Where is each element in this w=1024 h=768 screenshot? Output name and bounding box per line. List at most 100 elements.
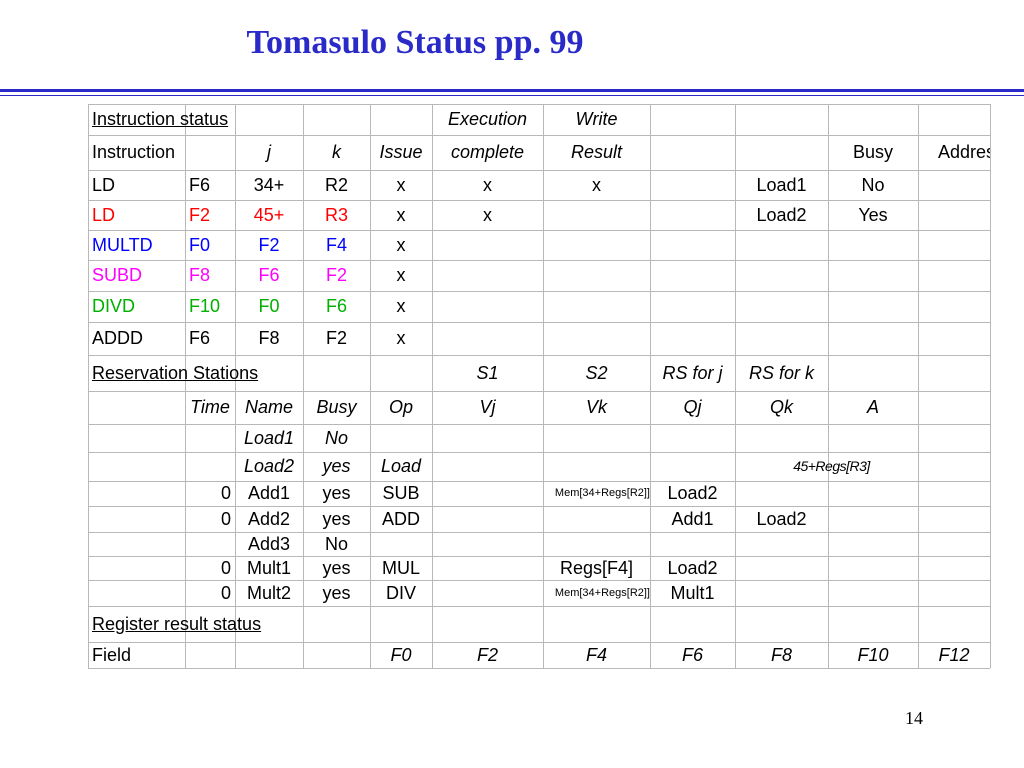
qj-header: Qj xyxy=(683,397,702,417)
instruction-dest: F0 xyxy=(189,235,211,255)
rs-qj: Add1 xyxy=(671,509,714,529)
rs-a xyxy=(828,506,918,532)
instruction-unit: Load2 xyxy=(756,205,807,225)
instruction-issue: x xyxy=(396,328,406,348)
register-f0: F0 xyxy=(390,645,412,665)
instruction-j: F2 xyxy=(258,235,280,255)
instruction-op: ADDD xyxy=(92,328,144,348)
rs-busy: yes xyxy=(322,483,351,503)
rs-name: Load1 xyxy=(243,428,295,448)
instruction-header: Instruction xyxy=(92,142,176,162)
rs-vk xyxy=(543,424,650,452)
rs-qj: Mult1 xyxy=(670,583,715,603)
table-hline xyxy=(88,506,990,507)
rs-qk xyxy=(735,556,828,580)
rs-qk xyxy=(735,481,828,506)
instruction-complete xyxy=(432,291,543,322)
instruction-result xyxy=(543,200,650,230)
instruction-issue: x xyxy=(396,175,406,195)
rs-time: 0 xyxy=(220,483,231,503)
instruction-busy xyxy=(828,260,918,291)
issue-header: Issue xyxy=(379,142,423,162)
table-hline xyxy=(88,556,990,557)
rs-qk: Load2 xyxy=(756,509,807,529)
busy-header: Busy xyxy=(852,142,894,162)
rs-vk: Regs[F4] xyxy=(559,558,634,578)
rs-time: 0 xyxy=(220,583,231,603)
rs-a xyxy=(828,580,918,606)
rs-busy: No xyxy=(324,534,348,554)
rs-vj xyxy=(432,532,543,556)
address-header: Address xyxy=(938,142,990,162)
rs-vj xyxy=(432,556,543,580)
table-hline xyxy=(88,355,990,356)
table-vline xyxy=(303,104,304,668)
table-hline xyxy=(88,291,990,292)
rs-busy-header: Busy xyxy=(316,397,357,417)
instruction-k: F6 xyxy=(325,296,347,316)
instruction-busy xyxy=(828,230,918,260)
time-header: Time xyxy=(190,397,230,417)
table-hline xyxy=(88,170,990,171)
rs-name: Mult1 xyxy=(246,558,291,578)
rs-qj xyxy=(650,424,735,452)
rs-qj xyxy=(650,532,735,556)
rs-op: DIV xyxy=(385,583,416,603)
rs-time xyxy=(185,452,235,481)
instruction-j: F0 xyxy=(258,296,280,316)
reservation-stations-heading: Reservation Stations xyxy=(92,363,259,383)
register-f12: F12 xyxy=(938,645,970,665)
instruction-result xyxy=(543,230,650,260)
rs-vk: Mem[34+Regs[R2]] xyxy=(554,587,650,599)
instruction-j: 34+ xyxy=(253,175,285,195)
rs-op xyxy=(370,532,432,556)
table-hline xyxy=(88,391,990,392)
rs-busy: yes xyxy=(322,456,351,476)
instruction-busy xyxy=(828,291,918,322)
rs-busy: yes xyxy=(322,558,351,578)
rs-name: Mult2 xyxy=(246,583,291,603)
table-hline xyxy=(88,668,990,669)
rs-qk xyxy=(735,580,828,606)
instruction-unit: Load1 xyxy=(756,175,807,195)
table-hline xyxy=(88,532,990,533)
instruction-complete xyxy=(432,260,543,291)
rs-qk xyxy=(735,424,828,452)
instruction-unit xyxy=(735,322,828,355)
instruction-k: F4 xyxy=(325,235,347,255)
j-header: j xyxy=(267,142,271,162)
instruction-unit xyxy=(735,260,828,291)
rs-a: 45+Regs[R3] xyxy=(793,458,870,474)
s1-header: S1 xyxy=(476,363,499,383)
rs-op xyxy=(370,424,432,452)
table-vline xyxy=(432,104,433,668)
rs-name: Load2 xyxy=(243,456,295,476)
rs-op: MUL xyxy=(381,558,420,578)
instruction-result xyxy=(543,291,650,322)
instruction-k: F2 xyxy=(325,265,347,285)
rs-op: SUB xyxy=(382,483,420,503)
table-hline xyxy=(88,606,990,607)
instruction-unit xyxy=(735,230,828,260)
instruction-dest: F10 xyxy=(189,296,221,316)
register-f4: F4 xyxy=(585,645,607,665)
table-hline xyxy=(88,580,990,581)
rs-vj xyxy=(432,506,543,532)
register-f6: F6 xyxy=(681,645,703,665)
table-vline xyxy=(650,104,651,668)
instruction-op: LD xyxy=(92,175,116,195)
instruction-op: DIVD xyxy=(92,296,136,316)
s2-header: S2 xyxy=(585,363,608,383)
register-result-status-heading: Register result status xyxy=(92,614,262,634)
table-hline xyxy=(88,642,990,643)
write-header: Write xyxy=(575,109,618,129)
k-header: k xyxy=(332,142,341,162)
vj-header: Vj xyxy=(479,397,496,417)
instruction-issue: x xyxy=(396,296,406,316)
table-hline xyxy=(88,135,990,136)
rs-busy: yes xyxy=(322,583,351,603)
rs-time xyxy=(185,424,235,452)
instruction-op: SUBD xyxy=(92,265,143,285)
instruction-issue: x xyxy=(396,205,406,225)
table-hline xyxy=(88,322,990,323)
